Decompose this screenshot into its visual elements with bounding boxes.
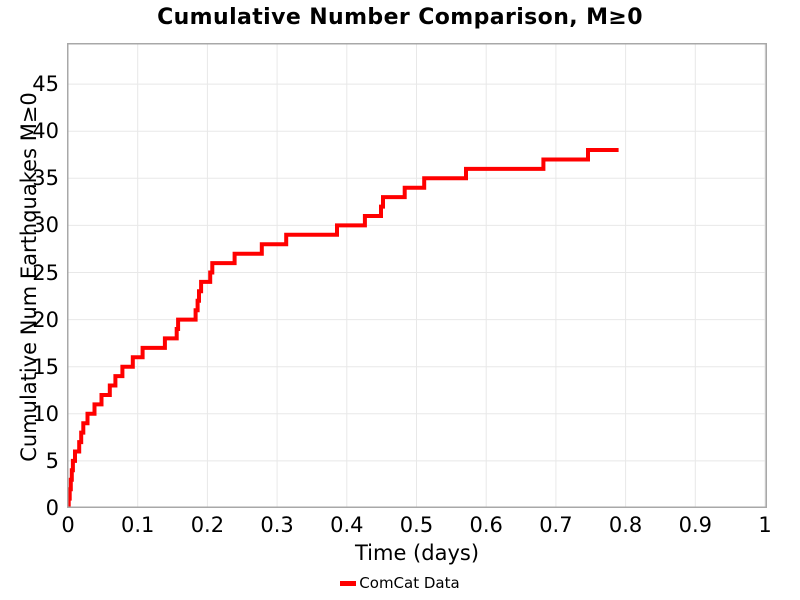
- plot-canvas: [67, 43, 767, 508]
- comcat-step-line: [67, 148, 619, 508]
- x-tick-label: 0.4: [330, 513, 364, 537]
- y-tick-label: 40: [32, 119, 59, 144]
- y-tick-label: 30: [32, 213, 59, 238]
- plot-area: [67, 43, 767, 508]
- legend: ComCat Data: [0, 574, 800, 592]
- y-tick-label: 20: [32, 307, 59, 332]
- y-tick-label: 5: [45, 448, 59, 473]
- plot-border: [67, 43, 767, 508]
- y-tick-label: 10: [32, 401, 59, 426]
- y-axis-label: Cumulative Num Earthquakes M≥0: [17, 92, 41, 462]
- x-tick-label: 0.7: [539, 513, 573, 537]
- x-tick-label: 0: [61, 513, 75, 537]
- x-tick-label: 0.6: [469, 513, 503, 537]
- x-axis-label: Time (days): [354, 541, 480, 565]
- x-tick-label: 0.8: [608, 513, 643, 537]
- y-tick-label: 35: [32, 166, 59, 191]
- y-tick-label: 45: [32, 72, 59, 97]
- chart-title: Cumulative Number Comparison, M≥0: [157, 5, 643, 30]
- x-tick-label: 0.2: [190, 513, 225, 537]
- legend-label-comcat: ComCat Data: [359, 574, 460, 592]
- x-tick-label: 1: [758, 513, 772, 537]
- x-tick-label: 0.5: [399, 513, 434, 537]
- legend-line-swatch-icon: [340, 580, 357, 586]
- y-tick-label: 0: [45, 496, 59, 520]
- x-tick-label: 0.3: [260, 513, 294, 537]
- y-tick-label: 15: [32, 354, 59, 379]
- y-tick-label: 25: [32, 260, 59, 285]
- x-tick-label: 0.1: [120, 513, 155, 537]
- x-tick-label: 0.9: [678, 513, 712, 537]
